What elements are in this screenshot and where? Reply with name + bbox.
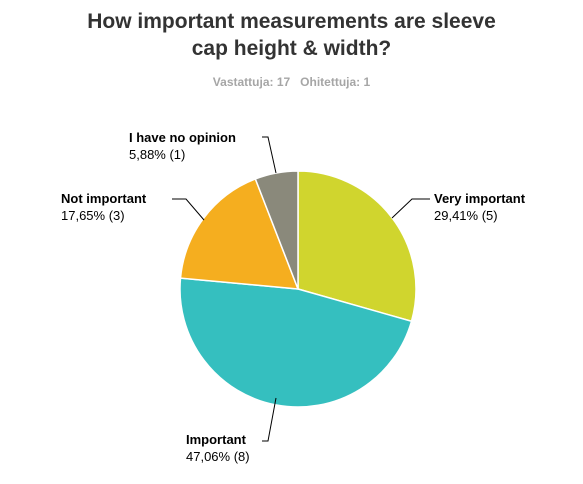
slice-label-value: 5,88% (1) [129,147,185,162]
chart-title-line-1: How important measurements are sleeve [87,10,496,33]
slice-label-name: Not important [61,191,147,206]
pie-slices [179,170,417,408]
answered-count: Vastattuja: 17 [212,75,291,89]
pie-slice-not-important[interactable] [179,177,300,290]
leader-line [262,397,277,442]
leader-line [262,136,277,174]
response-stats: Vastattuja: 17 Ohitettuja: 1 [0,75,583,89]
chart-title-line-2: cap height & width? [191,37,392,60]
leader-lines [172,136,430,442]
skipped-count: Ohitettuja: 1 [300,75,371,89]
slice-label-name: Important [186,432,247,447]
slice-label-value: 29,41% (5) [434,208,498,223]
pie-slice-i-have-no-opinion[interactable] [254,170,299,290]
leader-line [391,198,430,219]
chart-title: How important measurements are sleeve ca… [0,8,583,62]
slice-label-name: I have no opinion [129,130,236,145]
leader-line [172,198,205,221]
slice-label-name: Very important [434,191,526,206]
slice-labels: Very important 29,41% (5) Important 47,06% … [61,130,526,464]
pie-slice-important[interactable] [179,277,413,408]
slice-label-value: 47,06% (8) [186,449,250,464]
slice-label-value: 17,65% (3) [61,208,125,223]
